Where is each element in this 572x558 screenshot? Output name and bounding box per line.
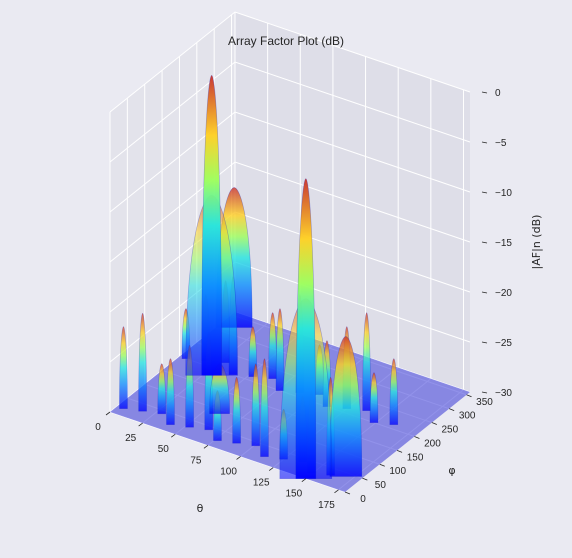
y-tick <box>466 394 472 398</box>
x-tick-label: 25 <box>125 433 137 444</box>
x-tick-label: 125 <box>253 478 270 489</box>
z-tick-label: 0 <box>495 88 501 99</box>
side-lobe <box>248 326 258 377</box>
y-tick-label: 50 <box>375 480 387 491</box>
x-tick <box>105 411 111 416</box>
main-lobe <box>201 75 222 376</box>
side-lobe <box>138 312 147 412</box>
y-tick <box>431 422 437 425</box>
x-tick <box>268 467 274 471</box>
z-tick-label: −10 <box>495 188 512 199</box>
main-lobe <box>295 178 317 479</box>
side-lobe <box>260 358 269 457</box>
y-tick-label: 250 <box>441 425 458 436</box>
z-tick-label: −30 <box>495 388 512 399</box>
z-tick-label: −5 <box>495 138 507 149</box>
side-lobe <box>369 372 379 423</box>
y-tick-label: 350 <box>476 397 493 408</box>
x-tick-label: 0 <box>95 422 101 433</box>
x-tick-label: 75 <box>190 455 202 466</box>
side-lobe <box>232 376 241 444</box>
z-tick <box>481 291 488 294</box>
z-tick <box>481 341 488 344</box>
side-lobe <box>119 326 128 409</box>
y-tick-label: 150 <box>407 452 424 463</box>
x-tick-label: 100 <box>220 466 237 477</box>
z-tick-label: −25 <box>495 338 512 349</box>
side-lobe <box>157 363 167 415</box>
chart-title: Array Factor Plot (dB) <box>228 34 344 48</box>
y-tick <box>362 477 368 481</box>
x-tick-label: 50 <box>158 444 170 455</box>
y-tick-label: 100 <box>389 466 406 477</box>
y-tick-label: 200 <box>424 438 441 449</box>
side-lobe <box>275 308 285 391</box>
side-lobe <box>329 336 363 477</box>
side-lobe <box>251 363 261 447</box>
grid-line-z <box>109 61 471 163</box>
y-tick <box>414 436 420 439</box>
x-tick-label: 150 <box>285 489 302 500</box>
x-tick <box>138 422 143 427</box>
side-lobe <box>362 312 371 411</box>
side-lobe <box>268 312 277 379</box>
side-lobe <box>166 358 175 425</box>
z-tick <box>481 141 488 144</box>
y-tick <box>396 449 403 453</box>
x-tick-label: 175 <box>318 500 335 511</box>
side-lobe <box>389 358 399 425</box>
x-tick <box>203 445 209 449</box>
y-tick <box>449 408 455 412</box>
z-tick <box>481 91 488 94</box>
y-tick <box>344 491 351 495</box>
grid-line-z <box>109 161 471 263</box>
z-tick <box>481 241 488 244</box>
x-tick <box>301 478 307 482</box>
z-tick-label: −15 <box>495 238 512 249</box>
y-axis-label: φ <box>448 464 455 477</box>
grid-line-z <box>109 11 471 113</box>
grid-line-z <box>109 111 471 213</box>
z-axis-label: |AF|n (dB) <box>530 215 543 270</box>
y-tick <box>379 463 385 467</box>
x-tick <box>171 433 176 438</box>
z-tick <box>481 191 488 194</box>
z-tick-label: −20 <box>495 288 512 299</box>
z-tick <box>481 391 488 394</box>
y-tick-label: 0 <box>360 494 366 505</box>
x-axis-label: θ <box>197 502 204 515</box>
x-tick <box>334 489 339 494</box>
y-tick-label: 300 <box>459 411 476 422</box>
x-tick <box>236 456 241 460</box>
